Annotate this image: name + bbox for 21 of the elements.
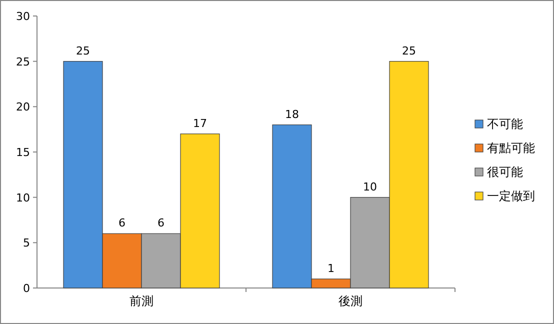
data-label: 10	[363, 180, 377, 194]
y-tick-label: 20	[16, 100, 30, 114]
y-tick-label: 0	[23, 282, 30, 295]
data-label: 25	[402, 44, 416, 58]
data-label: 25	[76, 44, 90, 58]
y-tick-label: 30	[16, 10, 30, 23]
legend-label: 一定做到	[487, 189, 535, 203]
x-tick-label: 後測	[338, 294, 362, 308]
y-tick-label: 5	[23, 236, 30, 250]
y-tick-label: 15	[16, 146, 30, 159]
data-label: 17	[193, 116, 207, 130]
y-tick-label: 25	[16, 55, 30, 68]
legend-label: 很可能	[487, 165, 523, 179]
data-label: 6	[118, 216, 126, 230]
legend-label: 不可能	[487, 117, 523, 131]
data-label: 6	[158, 216, 164, 230]
data-label: 1	[328, 262, 334, 275]
x-tick-label: 前測	[130, 294, 154, 308]
legend-label: 有點可能	[487, 141, 535, 155]
y-tick-label: 10	[16, 191, 30, 204]
data-label: 18	[285, 108, 299, 121]
